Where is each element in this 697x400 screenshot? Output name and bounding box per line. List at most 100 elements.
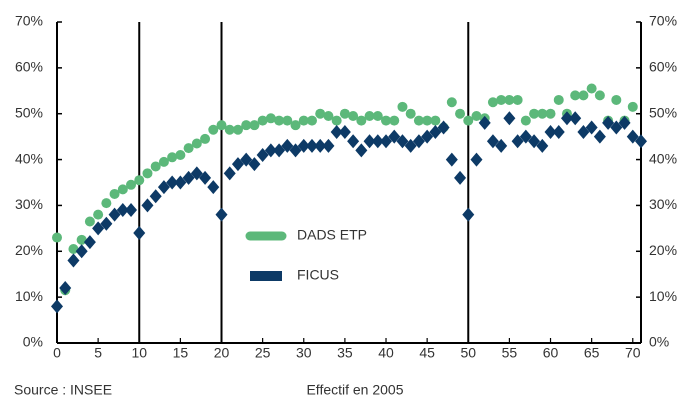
x-tick-label: 55: [502, 345, 518, 361]
point: [51, 299, 63, 314]
x-tick-label: 25: [255, 345, 271, 361]
point: [166, 175, 179, 190]
point: [305, 138, 318, 153]
point: [323, 111, 334, 122]
point: [437, 120, 450, 135]
x-tick-label: 10: [131, 345, 147, 361]
x-tick-label: 65: [584, 345, 600, 361]
x-tick-label: 30: [296, 345, 312, 361]
point: [478, 115, 491, 130]
point: [256, 147, 269, 162]
y-tick-label: 70%: [15, 13, 43, 29]
point: [248, 157, 261, 172]
point: [627, 101, 638, 112]
point: [330, 125, 343, 140]
point: [190, 166, 203, 181]
y2-tick-label: 0%: [649, 334, 669, 350]
point: [356, 115, 367, 126]
x-tick-label: 45: [419, 345, 435, 361]
point: [199, 170, 212, 185]
point: [422, 115, 433, 126]
point: [315, 108, 326, 119]
y2-tick-label: 20%: [649, 242, 677, 258]
point: [496, 94, 507, 105]
y2-tick-label: 50%: [649, 104, 677, 120]
point: [93, 209, 104, 220]
point: [528, 134, 541, 149]
point: [265, 113, 276, 124]
point: [158, 156, 169, 167]
point: [577, 125, 590, 140]
point: [504, 94, 515, 105]
point: [191, 138, 202, 149]
point: [83, 235, 96, 250]
point: [487, 97, 498, 108]
point: [503, 111, 516, 126]
x-tick-label: 60: [543, 345, 559, 361]
point: [281, 138, 294, 153]
point: [216, 120, 227, 131]
point: [405, 108, 416, 119]
x-tick-label: 5: [94, 345, 102, 361]
point: [545, 108, 556, 119]
point: [92, 221, 105, 236]
point: [412, 134, 425, 149]
point: [618, 115, 631, 130]
point: [413, 115, 424, 126]
point: [470, 152, 483, 167]
point: [611, 94, 622, 105]
point: [537, 108, 548, 119]
point: [511, 134, 524, 149]
point: [149, 189, 162, 204]
point: [471, 111, 482, 122]
point: [389, 115, 400, 126]
point: [371, 134, 384, 149]
point: [429, 125, 442, 140]
point: [175, 149, 186, 160]
point: [553, 94, 564, 105]
point: [396, 134, 409, 149]
point: [347, 134, 360, 149]
point: [495, 138, 508, 153]
legend-label: FICUS: [297, 267, 339, 283]
point: [348, 111, 359, 122]
point: [397, 101, 408, 112]
point: [430, 115, 441, 126]
point: [445, 152, 458, 167]
y-tick-label: 50%: [15, 104, 43, 120]
point: [339, 108, 350, 119]
point: [536, 138, 549, 153]
point: [182, 170, 195, 185]
point: [544, 125, 557, 140]
legend-label: DADS ETP: [297, 227, 367, 243]
point: [241, 120, 252, 131]
point: [231, 157, 244, 172]
point: [380, 134, 393, 149]
point: [108, 207, 121, 222]
point: [486, 134, 499, 149]
point: [560, 111, 573, 126]
point: [273, 143, 286, 158]
y2-tick-label: 40%: [649, 150, 677, 166]
point: [306, 115, 317, 126]
point: [67, 253, 80, 268]
point: [578, 90, 589, 101]
point: [109, 188, 120, 199]
point: [167, 152, 178, 163]
point: [75, 244, 88, 259]
point: [125, 203, 138, 218]
y2-tick-label: 30%: [649, 196, 677, 212]
point: [529, 108, 540, 119]
point: [116, 203, 129, 218]
point: [610, 120, 623, 135]
point: [586, 83, 597, 94]
point: [602, 115, 615, 130]
point: [249, 120, 260, 131]
point: [372, 111, 383, 122]
point: [463, 115, 474, 126]
point: [84, 216, 95, 227]
point: [208, 124, 219, 135]
point: [59, 280, 72, 295]
x-tick-label: 50: [460, 345, 476, 361]
